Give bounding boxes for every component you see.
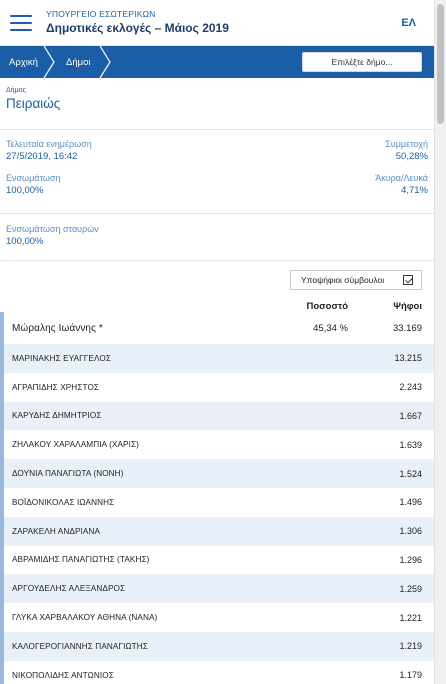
leader-name: Μώραλης Ιωάννης * (12, 322, 103, 334)
select-municipality-button[interactable]: Επιλέξτε δήμο... (302, 52, 422, 72)
election-title[interactable]: Δημοτικές εκλογές – Μάιος 2019 (46, 21, 229, 35)
stats-panel: Τελευταία ενημέρωση 27/5/2019, 16:42 Συμ… (0, 130, 434, 214)
column-header-votes: Ψήφοι (393, 301, 422, 312)
table-row[interactable]: ΜΑΡΙΝΑΚΗΣ ΕΥΑΓΓΕΛΟΣ 13.215 (0, 344, 434, 373)
breadcrumb-home-label: Αρχική (9, 56, 38, 68)
table-row[interactable]: ΓΛΥΚΑ ΧΑΡΒΑΛΑΚΟΥ ΑΘΗΝΑ (ΝΑΝΑ) 1.221 (0, 603, 434, 632)
ministry-name: ΥΠΟΥΡΓΕΙΟ ΕΣΩΤΕΡΙΚΩΝ (46, 9, 156, 19)
last-update-label: Τελευταία ενημέρωση (6, 139, 92, 149)
candidate-name: ΖΗΛΑΚΟΥ ΧΑΡΑΛΑΜΠΙΑ (ΧΑΡΙΣ) (12, 440, 139, 450)
municipality-label: Δήμος (6, 87, 26, 94)
page: ΥΠΟΥΡΓΕΙΟ ΕΣΩΤΕΡΙΚΩΝ Δημοτικές εκλογές –… (0, 0, 434, 684)
candidate-votes: 13.215 (394, 353, 422, 364)
menu-icon[interactable] (10, 14, 32, 31)
councillors-toggle-button[interactable]: Υποψήφιοι σύμβουλοι (290, 270, 422, 290)
candidate-votes: 1.667 (399, 410, 422, 421)
candidate-name: ΑΒΡΑΜΙΔΗΣ ΠΑΝΑΓΙΩΤΗΣ (ΤΑΚΗΣ) (12, 555, 150, 565)
candidate-name: ΚΑΡΥΔΗΣ ΔΗΜΗΤΡΙΟΣ (12, 411, 102, 421)
candidate-votes: 1.219 (399, 641, 422, 652)
chevron-right-icon (99, 46, 111, 78)
table-row[interactable]: ΚΑΡΥΔΗΣ ΔΗΜΗΤΡΙΟΣ 1.667 (0, 401, 434, 431)
integration-label: Ενσωμάτωση (6, 173, 61, 183)
table-row[interactable]: ΒΟΪΔΟΝΙΚΟΛΑΣ ΙΩΑΝΝΗΣ 1.496 (0, 487, 434, 517)
invalid-blank-value: 4,71% (401, 185, 428, 196)
crosses-value: 100,00% (6, 236, 44, 247)
crosses-label: Ενσωμάτωση σταυρών (6, 224, 99, 234)
candidate-votes: 1.296 (399, 554, 422, 565)
candidate-votes: 1.306 (399, 526, 422, 537)
table-header: Ποσοστό Ψήφοι (0, 295, 434, 321)
table-row-leader[interactable]: Μώραλης Ιωάννης * 45,34 % 33.169 (0, 312, 434, 344)
candidate-name: ΔΟΥΝΙΑ ΠΑΝΑΓΙΩΤΑ (ΝΟΝΗ) (12, 469, 124, 479)
candidate-votes: 1.221 (399, 612, 422, 623)
last-update-value: 27/5/2019, 16:42 (6, 151, 78, 162)
integration-value: 100,00% (6, 185, 44, 196)
language-switch[interactable]: ΕΛ (401, 16, 416, 29)
table-row[interactable]: ΑΒΡΑΜΙΔΗΣ ΠΑΝΑΓΙΩΤΗΣ (ΤΑΚΗΣ) 1.296 (0, 545, 434, 575)
table-row[interactable]: ΔΟΥΝΙΑ ΠΑΝΑΓΙΩΤΑ (ΝΟΝΗ) 1.524 (0, 459, 434, 488)
column-header-percent: Ποσοστό (306, 301, 348, 312)
candidate-votes: 1.496 (399, 497, 422, 508)
candidate-name: ΝΙΚΟΠΟΛΙΔΗΣ ΑΝΤΩΝΙΟΣ (12, 670, 114, 680)
candidate-votes: 1.259 (399, 583, 422, 594)
turnout-value: 50,28% (395, 151, 428, 162)
table-toolbar: Υποψήφιοι σύμβουλοι (0, 261, 434, 295)
candidate-name: ΜΑΡΙΝΑΚΗΣ ΕΥΑΓΓΕΛΟΣ (12, 353, 111, 363)
candidate-votes: 1.179 (399, 670, 422, 681)
candidate-name: ΓΛΥΚΑ ΧΑΡΒΑΛΑΚΟΥ ΑΘΗΝΑ (ΝΑΝΑ) (12, 613, 158, 623)
table-row[interactable]: ΝΙΚΟΠΟΛΙΔΗΣ ΑΝΤΩΝΙΟΣ 1.179 (0, 660, 434, 684)
candidate-votes: 1.639 (399, 439, 422, 450)
candidate-votes: 1.524 (399, 468, 422, 479)
table-row[interactable]: ΚΑΛΟΓΕΡΟΓΙΑΝΝΗΣ ΠΑΝΑΓΙΩΤΗΣ 1.219 (0, 631, 434, 661)
scrollbar-thumb[interactable] (437, 4, 444, 124)
invalid-blank-label: Άκυρα/Λευκά (375, 173, 428, 183)
candidate-name: ΒΟΪΔΟΝΙΚΟΛΑΣ ΙΩΑΝΝΗΣ (12, 497, 115, 507)
results-table: Μώραλης Ιωάννης * 45,34 % 33.169 ΜΑΡΙΝΑΚ… (0, 312, 434, 684)
table-row[interactable]: ΑΓΡΑΠΙΔΗΣ ΧΡΗΣΤΟΣ 2.243 (0, 372, 434, 402)
leader-votes: 33.169 (392, 322, 422, 334)
breadcrumb: Αρχική Δήμοι Επιλέξτε δήμο... (0, 46, 434, 78)
top-bar: ΥΠΟΥΡΓΕΙΟ ΕΣΩΤΕΡΙΚΩΝ Δημοτικές εκλογές –… (0, 0, 434, 46)
candidate-name: ΑΡΓΟΥΔΕΛΗΣ ΑΛΕΞΑΝΔΡΟΣ (12, 584, 126, 594)
municipality-name: Πειραιώς (6, 96, 61, 111)
councillors-toggle-label: Υποψήφιοι σύμβουλοι (301, 275, 385, 285)
breadcrumb-home[interactable]: Αρχική (0, 46, 56, 78)
leader-percent: 45,34 % (313, 322, 348, 334)
breadcrumb-municipalities-label: Δήμοι (66, 56, 91, 68)
table-row[interactable]: ΖΑΡΑΚΕΛΗ ΑΝΔΡΙΑΝΑ 1.306 (0, 516, 434, 546)
crosses-panel: Ενσωμάτωση σταυρών 100,00% (0, 214, 434, 261)
chevron-right-icon (43, 46, 55, 78)
candidate-name: ΚΑΛΟΓΕΡΟΓΙΑΝΝΗΣ ΠΑΝΑΓΙΩΤΗΣ (12, 641, 148, 651)
turnout-label: Συμμετοχή (385, 139, 428, 149)
table-row[interactable]: ΑΡΓΟΥΔΕΛΗΣ ΑΛΕΞΑΝΔΡΟΣ 1.259 (0, 574, 434, 604)
checkbox-checked-icon[interactable] (403, 275, 413, 285)
breadcrumb-municipalities[interactable]: Δήμοι (56, 46, 112, 78)
candidate-name: ΑΓΡΑΠΙΔΗΣ ΧΡΗΣΤΟΣ (12, 382, 100, 392)
municipality-header: Δήμος Πειραιώς (0, 78, 434, 130)
candidate-votes: 2.243 (399, 382, 422, 393)
header-titles: ΥΠΟΥΡΓΕΙΟ ΕΣΩΤΕΡΙΚΩΝ Δημοτικές εκλογές –… (46, 9, 401, 36)
candidate-name: ΖΑΡΑΚΕΛΗ ΑΝΔΡΙΑΝΑ (12, 526, 101, 536)
table-row[interactable]: ΖΗΛΑΚΟΥ ΧΑΡΑΛΑΜΠΙΑ (ΧΑΡΙΣ) 1.639 (0, 430, 434, 460)
vertical-scrollbar[interactable] (434, 0, 446, 684)
